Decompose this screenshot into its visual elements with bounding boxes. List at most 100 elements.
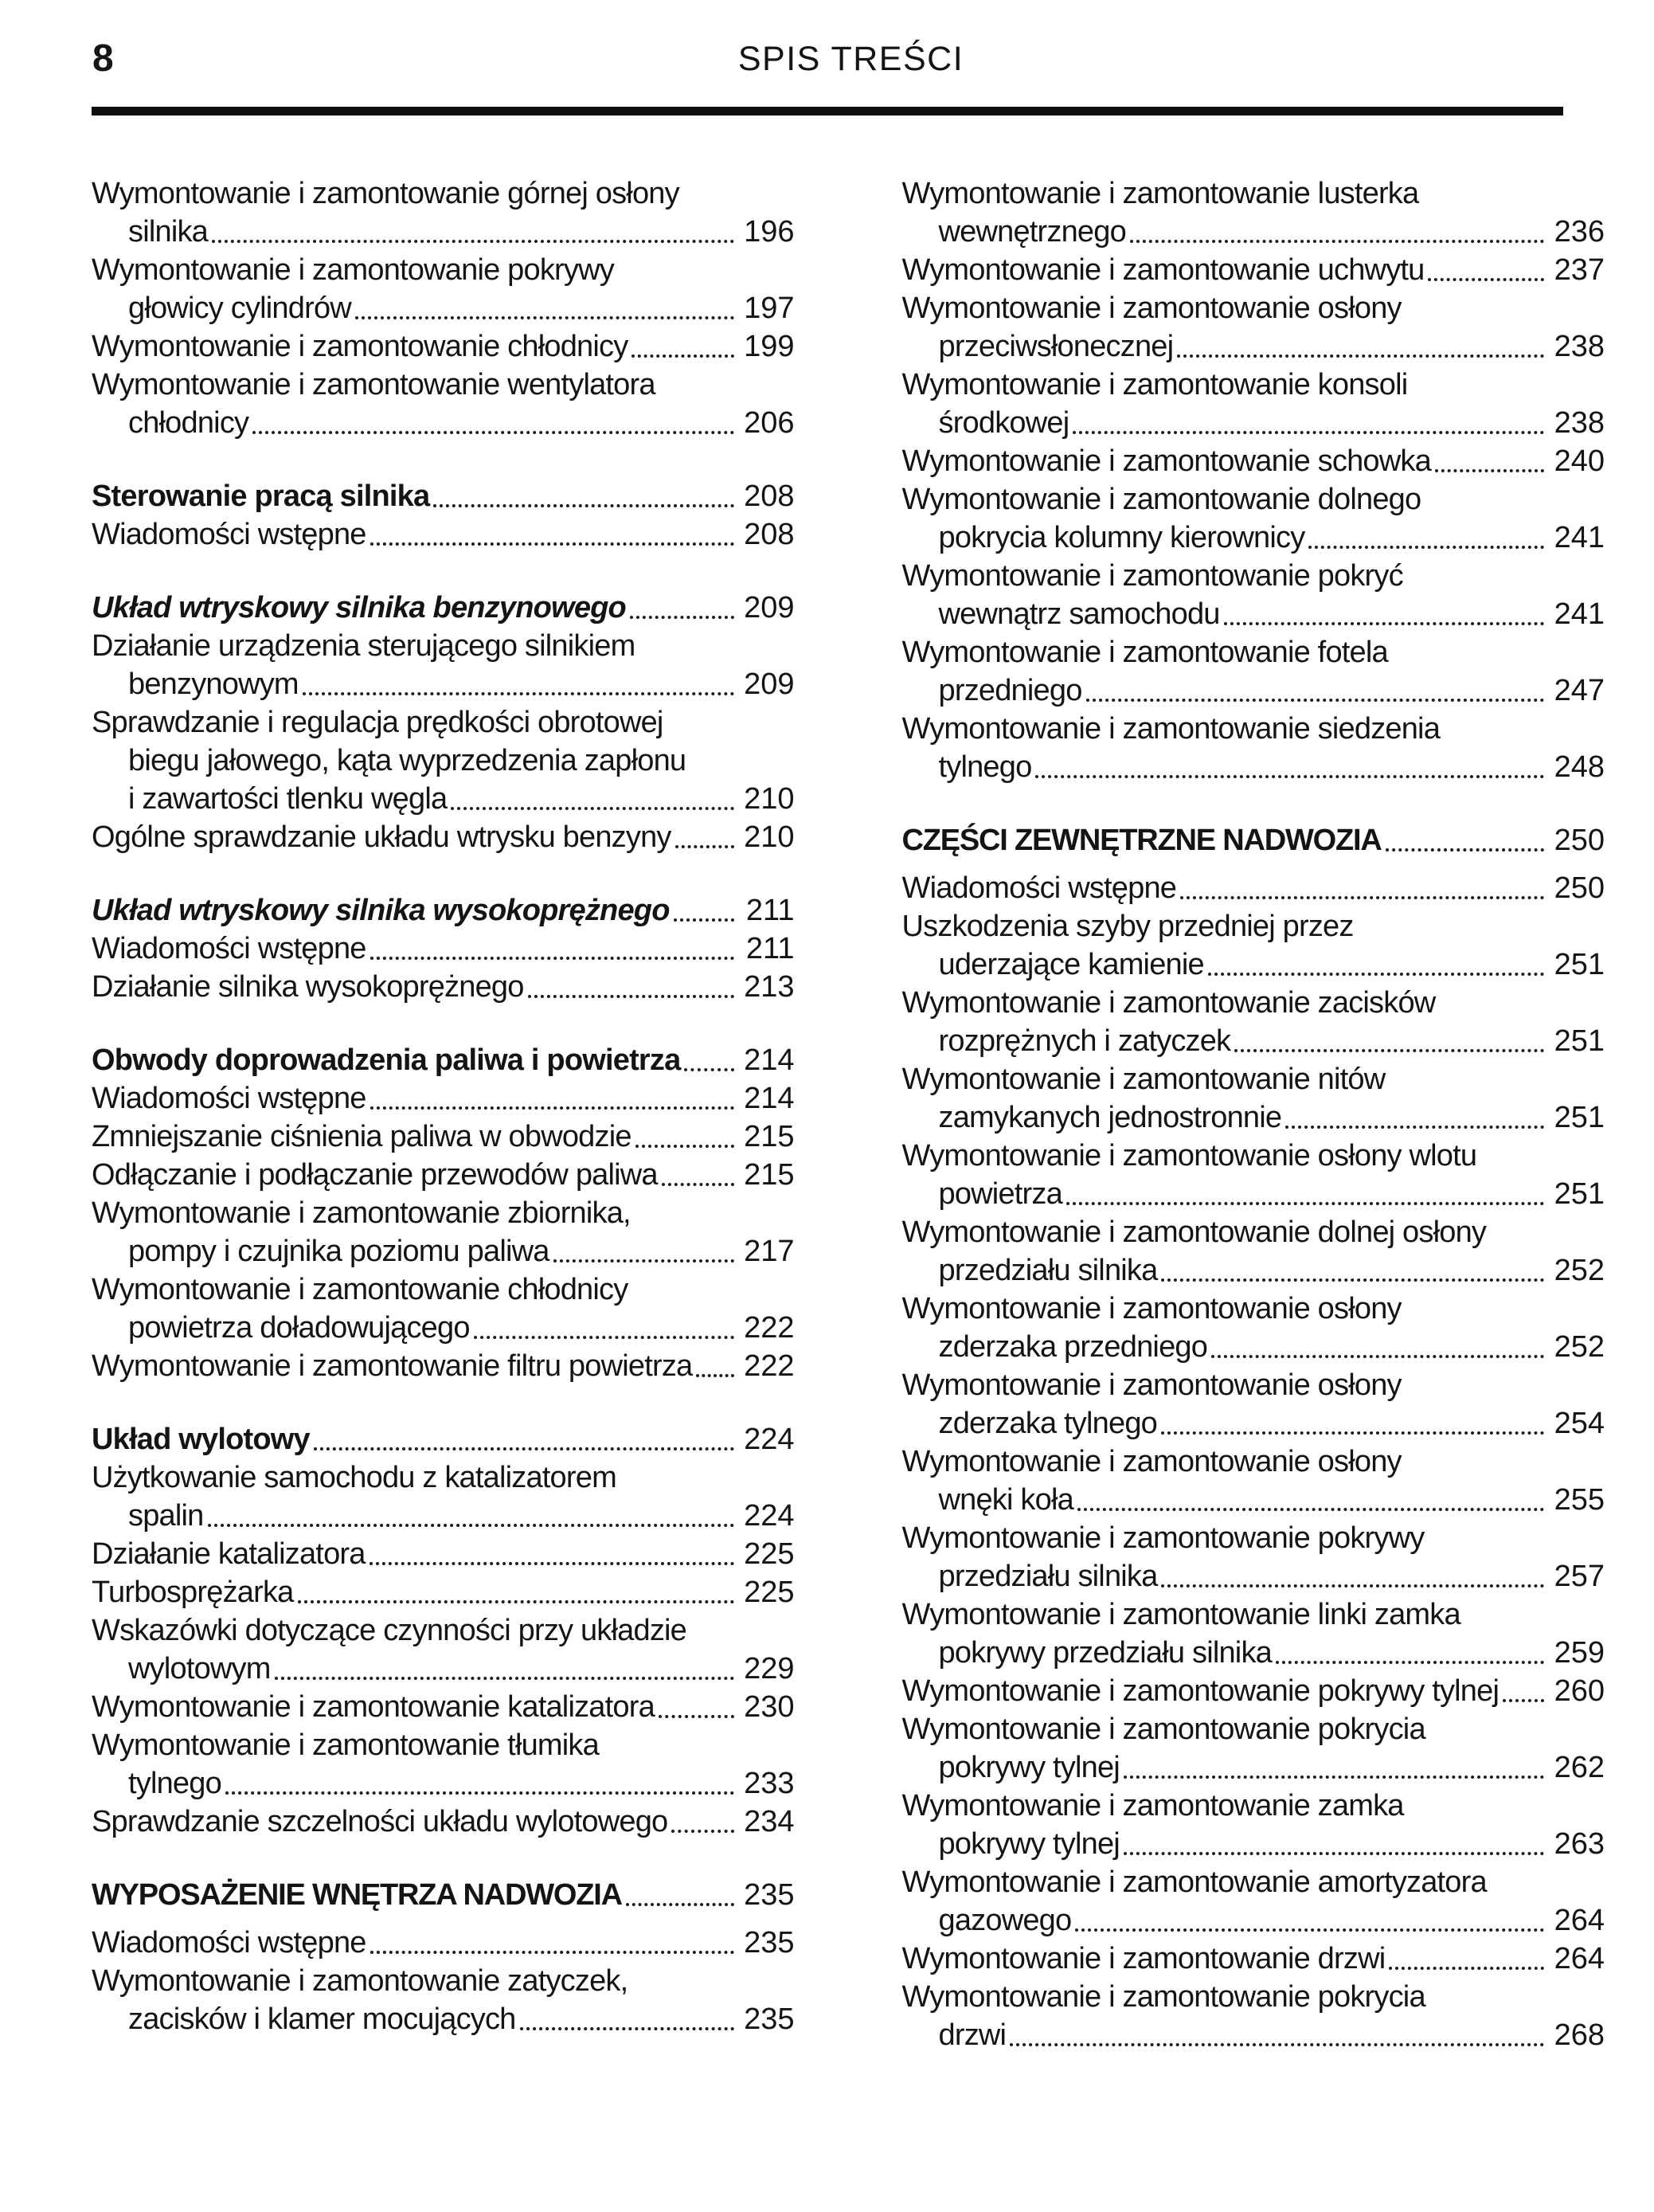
dot-leader [671,1830,734,1833]
dot-leader [631,354,734,358]
toc-entry-label: wewnątrz samochodu [938,597,1221,631]
toc-entry-line: Wymontowanie i zamontowanie osłony [901,1445,1402,1478]
toc-entry: Wymontowanie i zamontowanie osłony przeci… [902,289,1605,366]
toc-entry: Wymontowanie i zamontowanie pokrywy przed… [902,1519,1605,1595]
toc-entry-label: spalin [128,1499,204,1533]
toc-entry-last-line: Wymontowanie i zamontowanie pokrywy tyln… [902,1672,1605,1710]
toc-entry: Wymontowanie i zamontowanie fotela przedn… [902,633,1605,710]
toc-entry-last-line: Sterowanie pracą silnika 208 [92,477,795,515]
toc-entry: Wymontowanie i zamontowanie drzwi 264 [902,1940,1605,1978]
dot-leader [1285,1126,1544,1129]
toc-entry-last-line: Wiadomości wstępne 250 [902,869,1605,907]
page-ref: 264 [1554,1904,1605,1937]
toc-entry-line: Wymontowanie i zamontowanie pokrywy [901,1521,1425,1555]
toc-entry: Sterowanie pracą silnika 208 [92,477,795,515]
toc-entry-last-line: Wiadomości wstępne 208 [92,515,795,554]
header-rule [92,107,1563,115]
toc-entry-line: Wymontowanie i zamontowanie pokrywy [92,253,615,287]
page-ref: 215 [744,1120,795,1153]
toc-entry: Wymontowanie i zamontowanie osłony zderza… [902,1366,1605,1443]
toc-entry-line: Działanie urządzenia sterującego silniki… [92,629,635,663]
page-ref: 251 [1554,1177,1605,1211]
toc-entry-label: pokrywy przedziału silnika [938,1636,1273,1670]
page-ref: 238 [1554,406,1605,440]
toc-entry-last-line: benzynowym 209 [92,665,795,703]
page-ref: 229 [744,1652,795,1685]
dot-leader [1434,469,1544,472]
page-ref: 262 [1554,1751,1605,1784]
toc-entry: Wymontowanie i zamontowanie górnej osłon… [92,174,795,251]
toc-entry-label: Układ wylotowy [92,1423,311,1456]
toc-entry: Odłączanie i podłączanie przewodów paliw… [92,1156,795,1194]
toc-entry: Wymontowanie i zamontowanie pokrywy głowi… [92,251,795,327]
page-ref: 208 [744,518,795,551]
toc-entry-line: Wymontowanie i zamontowanie wentylatora [92,368,656,401]
toc-entry-label: i zawartości tlenku węgla [128,782,448,816]
page-ref: 199 [744,330,795,363]
toc-entry: Obwody doprowadzenia paliwa i powietrza 2… [92,1041,795,1079]
toc-entry-label: Wymontowanie i zamontowanie drzwi [901,1942,1386,1975]
toc-entry-last-line: i zawartości tlenku węgla 210 [92,780,795,818]
toc-column-left: Wymontowanie i zamontowanie górnej osłon… [92,174,795,2054]
toc-entry-last-line: Sprawdzanie szczelności układu wylotoweg… [92,1803,795,1841]
toc-entry-last-line: Działanie katalizatora 225 [92,1535,795,1573]
toc-entry-label: rozprężnych i zatyczek [938,1024,1232,1058]
dot-leader [451,807,734,810]
toc-entry-label: Wymontowanie i zamontowanie filtru powie… [92,1349,693,1383]
toc-entry-line: Wymontowanie i zamontowanie amortyzatora [901,1866,1488,1899]
toc-entry: Wymontowanie i zamontowanie linki zamka p… [902,1595,1605,1672]
toc-entry: Wymontowanie i zamontowanie tłumika tylne… [92,1726,795,1803]
dot-leader [684,1068,734,1071]
page-ref: 209 [744,668,795,701]
toc-entry: Wymontowanie i zamontowanie uchwytu 237 [902,251,1605,289]
toc-entry-last-line: Wymontowanie i zamontowanie drzwi 264 [902,1940,1605,1978]
page-title: SPIS TREŚCI [737,40,964,78]
toc-entry-last-line: Wymontowanie i zamontowanie schowka 240 [902,442,1605,480]
toc-entry-label: pokrywy tylnej [938,1751,1120,1784]
dot-leader [658,1715,734,1718]
toc-entry: Wiadomości wstępne 235 [92,1924,795,1962]
toc-entry-label: Wymontowanie i zamontowanie katalizatora [92,1690,655,1724]
toc-entry-label: Wiadomości wstępne [901,871,1177,905]
toc-entry-label: Działanie katalizatora [92,1537,366,1571]
page-ref: 240 [1554,444,1605,478]
dot-leader [527,995,734,998]
toc-entry-label: Działanie silnika wysokoprężnego [92,970,524,1004]
dot-leader [1085,699,1544,702]
page-ref: 197 [744,292,795,325]
toc-entry-last-line: głowicy cylindrów 197 [92,289,795,327]
toc-entry: Układ wylotowy 224 [92,1420,795,1458]
toc-entry-label: Odłączanie i podłączanie przewodów paliw… [92,1158,659,1192]
folio-page-number: 8 [92,37,114,80]
toc-entry-last-line: zamykanych jednostronnie 251 [902,1098,1605,1137]
toc-entry-label: głowicy cylindrów [128,292,352,325]
page-ref: 236 [1554,215,1605,249]
toc-entry-line: Wymontowanie i zamontowanie osłony [901,1292,1402,1325]
toc-entry-last-line: pokrywy tylnej 263 [902,1825,1605,1863]
dot-leader [1161,1584,1544,1588]
toc-entry-last-line: Turbosprężarka 225 [92,1573,795,1611]
toc-entry: Wymontowanie i zamontowanie osłony zderza… [902,1290,1605,1366]
toc-entry-label: przeciwsłonecznej [938,330,1175,363]
dot-leader [675,845,734,848]
dot-leader [1066,1202,1544,1205]
toc-entry-line: Wymontowanie i zamontowanie fotela [901,636,1389,669]
page-ref: 235 [744,1878,795,1912]
page-ref: 225 [744,1537,795,1571]
toc-entry-line: Wymontowanie i zamontowanie lusterka [901,177,1420,210]
toc-entry-label: benzynowym [128,668,299,701]
toc-entry: Działanie urządzenia sterującego silniki… [92,627,795,703]
toc-entry: Wymontowanie i zamontowanie pokrycia drzw… [902,1978,1605,2054]
toc-entry-last-line: przedniego 247 [902,671,1605,710]
toc-entry-label: wnęki koła [938,1483,1074,1517]
toc-entry-label: Układ wtryskowy silnika wysokoprężnego [92,894,670,927]
toc-entry-line: Wymontowanie i zamontowanie zacisków [901,986,1437,1020]
dot-leader [1385,848,1544,852]
page-ref: 224 [744,1423,795,1456]
dot-leader [1308,546,1544,549]
toc-entry-label: Układ wtryskowy silnika benzynowego [92,591,627,624]
page-ref: 252 [1554,1330,1605,1364]
toc-entry: Wymontowanie i zamontowanie pokrycia pokr… [902,1710,1605,1787]
page-ref: 211 [745,932,795,965]
page-ref: 241 [1554,597,1605,631]
